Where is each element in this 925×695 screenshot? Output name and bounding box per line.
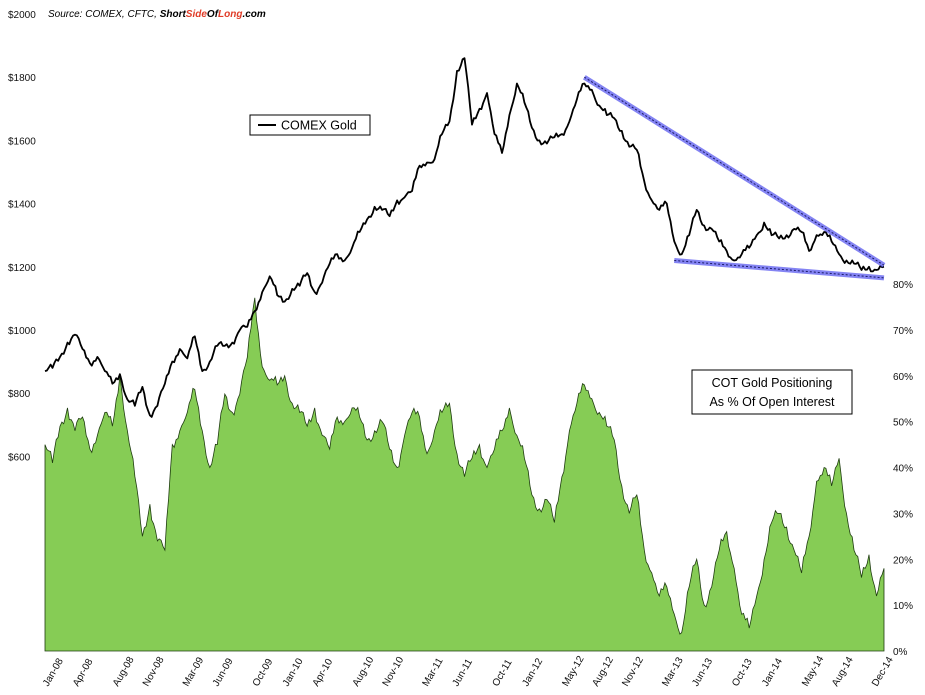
brand-long: Long	[218, 9, 242, 20]
x-tick-label: Jan-08	[41, 656, 66, 688]
cot-legend-line-1: COT Gold Positioning	[712, 376, 833, 390]
left-tick-label: $1800	[8, 73, 36, 84]
cot-legend-line-2: As % Of Open Interest	[709, 395, 835, 409]
x-tick-label: Oct-09	[251, 657, 276, 689]
x-tick-label: Jan-12	[521, 656, 546, 688]
left-tick-label: $2000	[8, 10, 36, 21]
cot-legend: COT Gold Positioning As % Of Open Intere…	[691, 369, 853, 415]
brand-short: Short	[160, 9, 187, 20]
gold-legend-label: COMEX Gold	[281, 119, 357, 133]
right-tick-label: 10%	[893, 601, 913, 612]
cot-area	[44, 297, 885, 652]
left-tick-label: $600	[8, 452, 31, 463]
gold-line-layer	[44, 57, 885, 418]
cot-legend-box	[691, 369, 853, 415]
x-tick-label: Mar-11	[421, 656, 446, 689]
right-tick-label: 0%	[893, 647, 908, 658]
right-tick-label: 80%	[893, 280, 913, 291]
x-tick-label: Aug-14	[830, 655, 856, 689]
x-tick-label: May-14	[800, 654, 826, 689]
left-tick-label: $1600	[8, 136, 36, 147]
x-tick-label: Aug-10	[351, 655, 377, 689]
gold-legend: COMEX Gold	[249, 114, 371, 136]
trendline-layer	[583, 75, 886, 281]
right-axis: 0% 10% 20% 30% 40% 50% 60% 70% 80%	[893, 280, 913, 658]
right-tick-label: 70%	[893, 326, 913, 337]
cot-area-layer	[44, 297, 885, 652]
x-tick-label: Nov-10	[381, 655, 407, 689]
left-tick-label: $1200	[8, 263, 36, 274]
left-tick-label: $800	[8, 389, 31, 400]
x-tick-label: Jun-13	[690, 656, 715, 688]
right-tick-label: 20%	[893, 555, 913, 566]
left-tick-label: $1000	[8, 326, 36, 337]
x-tick-label: Dec-14	[870, 655, 896, 689]
right-tick-label: 50%	[893, 418, 913, 429]
gold-line	[44, 57, 885, 418]
right-tick-label: 40%	[893, 464, 913, 475]
source-prefix: Source: COMEX, CFTC,	[48, 9, 160, 20]
x-tick-label: Nov-08	[141, 655, 167, 689]
x-tick-label: Mar-09	[181, 655, 207, 688]
x-tick-label: Jan-14	[760, 656, 785, 688]
source-text: Source: COMEX, CFTC, ShortSideOfLong.com	[48, 9, 266, 20]
brand-com: .com	[242, 9, 265, 20]
left-axis: $600 $800 $1000 $1200 $1400 $1600 $1800 $2000	[8, 10, 36, 463]
x-tick-label: Nov-12	[620, 655, 646, 689]
gold-legend-box	[249, 114, 371, 136]
x-tick-label: Apr-08	[71, 657, 96, 689]
brand-side: Side	[186, 9, 208, 20]
x-axis: Jan-08 Apr-08 Aug-08 Nov-08 Mar-09 Jun-09 Oct-…	[41, 654, 896, 689]
x-tick-label: Jun-09	[211, 656, 236, 688]
right-tick-label: 30%	[893, 509, 913, 520]
x-tick-label: Apr-10	[311, 657, 336, 689]
right-tick-label: 60%	[893, 372, 913, 383]
x-tick-label: Jun-11	[451, 657, 476, 689]
x-tick-label: May-12	[560, 654, 586, 689]
x-tick-label: Aug-08	[111, 655, 137, 689]
x-tick-label: Oct-11	[491, 657, 515, 688]
x-tick-label: Aug-12	[590, 655, 616, 689]
x-tick-label: Jan-10	[281, 656, 306, 688]
trendline-2-dash	[674, 259, 885, 279]
x-tick-label: Oct-13	[730, 657, 755, 689]
x-tick-label: Mar-13	[660, 655, 686, 688]
brand-of: Of	[207, 9, 220, 20]
left-tick-label: $1400	[8, 200, 36, 211]
trendline-1-dash	[584, 76, 885, 266]
